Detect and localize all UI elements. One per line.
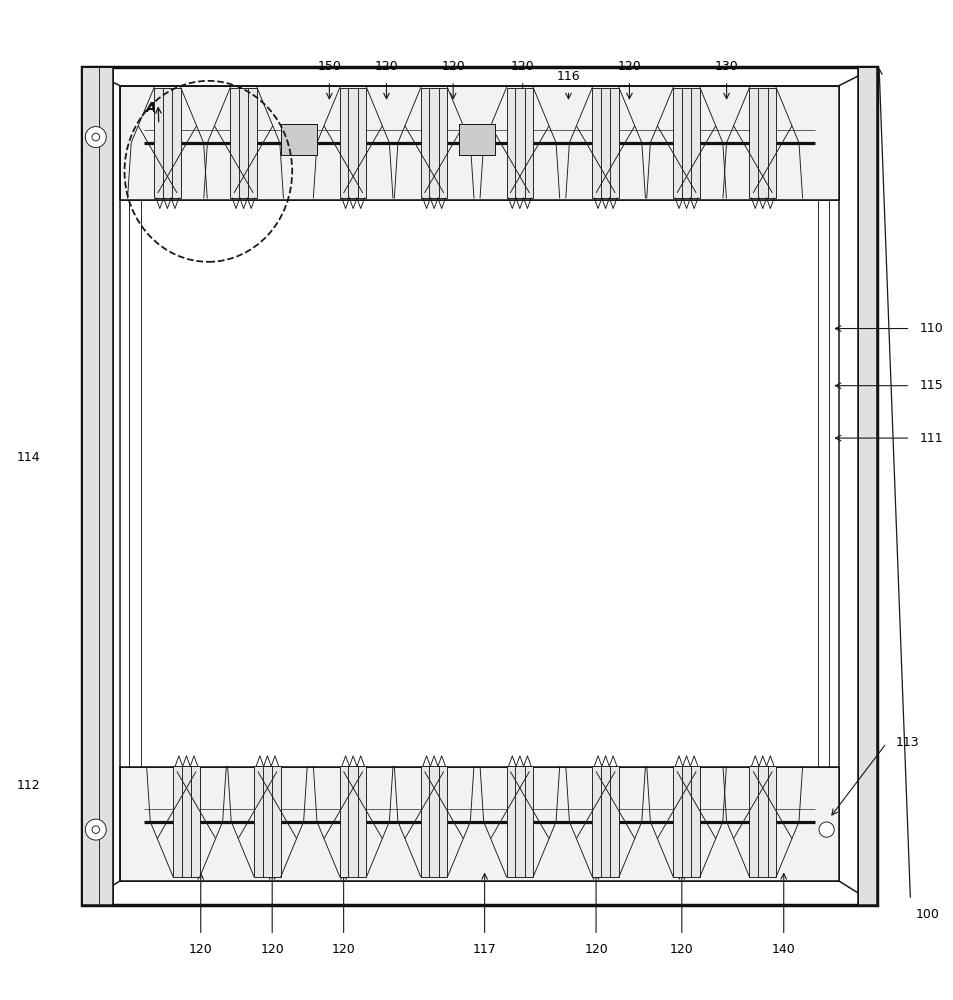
Bar xyxy=(82,67,876,905)
Bar xyxy=(420,88,447,198)
Circle shape xyxy=(85,819,106,840)
Circle shape xyxy=(85,127,106,148)
Bar xyxy=(673,88,700,198)
Bar xyxy=(82,67,113,905)
Bar xyxy=(592,766,618,877)
Text: 117: 117 xyxy=(473,943,496,956)
Text: 115: 115 xyxy=(919,379,943,392)
Bar xyxy=(153,88,180,198)
Text: A: A xyxy=(146,101,156,115)
Bar xyxy=(120,767,838,881)
Bar xyxy=(857,67,876,905)
Circle shape xyxy=(818,822,833,837)
Bar xyxy=(230,88,256,198)
Bar xyxy=(749,88,776,198)
Text: 140: 140 xyxy=(771,943,795,956)
Bar xyxy=(506,766,533,877)
Text: 150: 150 xyxy=(317,60,341,73)
Text: 120: 120 xyxy=(441,60,464,73)
Bar xyxy=(458,124,495,155)
Bar xyxy=(592,88,618,198)
Bar xyxy=(120,86,838,200)
Text: 120: 120 xyxy=(189,943,213,956)
Text: 116: 116 xyxy=(556,70,579,83)
Text: 112: 112 xyxy=(17,779,41,792)
Bar xyxy=(673,766,700,877)
Bar xyxy=(120,86,838,881)
Bar xyxy=(280,124,316,155)
Text: 100: 100 xyxy=(914,908,938,921)
Text: 120: 120 xyxy=(332,943,355,956)
Bar xyxy=(280,124,316,155)
Text: 113: 113 xyxy=(895,736,919,749)
Text: 120: 120 xyxy=(583,943,607,956)
Circle shape xyxy=(91,133,99,141)
Text: 120: 120 xyxy=(617,60,640,73)
Text: 110: 110 xyxy=(919,322,943,335)
Circle shape xyxy=(91,826,99,833)
Bar xyxy=(120,767,838,881)
Bar xyxy=(120,86,838,200)
Bar xyxy=(506,88,533,198)
Bar xyxy=(749,766,776,877)
Bar xyxy=(458,124,495,155)
Text: 120: 120 xyxy=(375,60,398,73)
Text: 114: 114 xyxy=(17,451,41,464)
Text: 120: 120 xyxy=(260,943,284,956)
Text: 130: 130 xyxy=(714,60,738,73)
Text: 111: 111 xyxy=(919,432,943,445)
Bar xyxy=(420,766,447,877)
Bar xyxy=(857,67,876,905)
Bar xyxy=(339,88,366,198)
Bar xyxy=(253,766,280,877)
Bar xyxy=(172,766,199,877)
Bar xyxy=(82,67,113,905)
Text: 120: 120 xyxy=(669,943,693,956)
Bar xyxy=(339,766,366,877)
Text: 120: 120 xyxy=(510,60,534,73)
